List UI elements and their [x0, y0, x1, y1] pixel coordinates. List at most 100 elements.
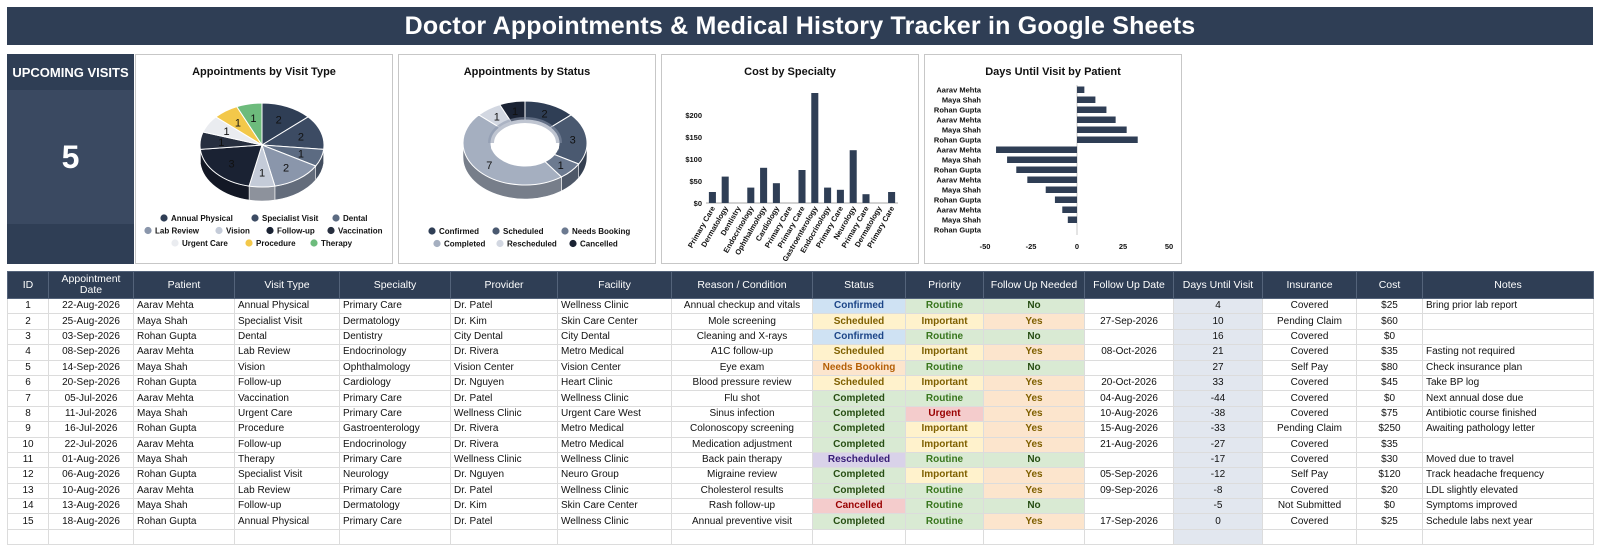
cell-patient[interactable]: Maya Shah [133, 451, 235, 469]
cell-id[interactable]: 7 [7, 390, 49, 407]
cell-follow-up-needed[interactable]: Yes [983, 513, 1085, 530]
cell-facility[interactable]: Neuro Group [557, 467, 672, 484]
cell-status[interactable]: Completed [812, 390, 906, 407]
cell-insurance[interactable]: Covered [1262, 390, 1357, 407]
cell-reason-condition[interactable]: Annual checkup and vitals [671, 297, 813, 315]
cell-status[interactable]: Scheduled [812, 313, 906, 330]
chart-visit-type[interactable]: Appointments by Visit Type 2 2 1 2 1 3 1 1 1 1 Annu… [135, 54, 393, 264]
column-header-follow-up-date[interactable]: Follow Up Date [1084, 271, 1174, 299]
cell-reason-condition[interactable]: Eye exam [671, 359, 813, 376]
cell-appointment-date[interactable]: 14-Sep-2026 [48, 359, 134, 376]
cell-status[interactable]: Completed [812, 405, 906, 423]
column-header-patient[interactable]: Patient [133, 271, 235, 299]
cell-patient[interactable]: Rohan Gupta [133, 421, 235, 438]
cell-follow-up-needed[interactable]: Yes [983, 405, 1085, 423]
cell-follow-up-needed[interactable]: Yes [983, 390, 1085, 407]
cell-notes[interactable]: Awaiting pathology letter [1422, 421, 1594, 438]
cell-provider[interactable]: Dr. Rivera [450, 436, 558, 453]
cell-visit-type[interactable]: Therapy [234, 451, 340, 469]
cell-follow-up-date[interactable]: 21-Aug-2026 [1084, 436, 1174, 453]
table-row[interactable]: 13 10-Aug-2026 Aarav Mehta Lab Review Primar… [7, 482, 1594, 500]
cell-notes[interactable] [1422, 528, 1594, 546]
cell-follow-up-date[interactable]: 09-Sep-2026 [1084, 482, 1174, 500]
cell-follow-up-needed[interactable]: Yes [983, 374, 1085, 392]
cell-insurance[interactable]: Covered [1262, 405, 1357, 423]
cell-insurance[interactable]: Covered [1262, 513, 1357, 530]
cell-specialty[interactable] [339, 528, 451, 546]
cell-facility[interactable]: Wellness Clinic [557, 390, 672, 407]
column-header-facility[interactable]: Facility [557, 271, 672, 299]
cell-cost[interactable]: $0 [1356, 498, 1423, 515]
cell-provider[interactable] [450, 528, 558, 546]
cell-follow-up-date[interactable] [1084, 451, 1174, 469]
cell-days-until-visit[interactable]: -5 [1173, 498, 1263, 515]
cell-follow-up-needed[interactable]: No [983, 498, 1085, 515]
cell-id[interactable]: 12 [7, 467, 49, 484]
cell-status[interactable]: Completed [812, 513, 906, 530]
cell-reason-condition[interactable]: Cleaning and X-rays [671, 328, 813, 346]
cell-notes[interactable]: Track headache frequency [1422, 467, 1594, 484]
cell-follow-up-date[interactable]: 17-Sep-2026 [1084, 513, 1174, 530]
cell-priority[interactable]: Routine [905, 390, 984, 407]
cell-insurance[interactable]: Covered [1262, 297, 1357, 315]
cell-id[interactable]: 3 [7, 328, 49, 346]
cell-status[interactable]: Scheduled [812, 374, 906, 392]
cell-notes[interactable]: Bring prior lab report [1422, 297, 1594, 315]
cell-notes[interactable] [1422, 436, 1594, 453]
cell-appointment-date[interactable]: 20-Sep-2026 [48, 374, 134, 392]
cell-patient[interactable]: Maya Shah [133, 498, 235, 515]
cell-facility[interactable]: Urgent Care West [557, 405, 672, 423]
cell-appointment-date[interactable]: 06-Aug-2026 [48, 467, 134, 484]
cell-provider[interactable]: Dr. Patel [450, 513, 558, 530]
cell-visit-type[interactable]: Follow-up [234, 374, 340, 392]
cell-follow-up-date[interactable]: 08-Oct-2026 [1084, 344, 1174, 361]
cell-specialty[interactable]: Cardiology [339, 374, 451, 392]
cell-specialty[interactable]: Ophthalmology [339, 359, 451, 376]
cell-days-until-visit[interactable]: -8 [1173, 482, 1263, 500]
cell-specialty[interactable]: Neurology [339, 467, 451, 484]
cell-id[interactable]: 5 [7, 359, 49, 376]
cell-appointment-date[interactable]: 01-Aug-2026 [48, 451, 134, 469]
cell-days-until-visit[interactable]: 16 [1173, 328, 1263, 346]
cell-follow-up-date[interactable] [1084, 328, 1174, 346]
table-row[interactable]: 8 11-Jul-2026 Maya Shah Urgent Care Primary … [7, 405, 1594, 423]
cell-id[interactable]: 15 [7, 513, 49, 530]
cell-patient[interactable]: Aarav Mehta [133, 482, 235, 500]
cell-follow-up-date[interactable]: 10-Aug-2026 [1084, 405, 1174, 423]
cell-status[interactable]: Scheduled [812, 344, 906, 361]
cell-visit-type[interactable]: Vaccination [234, 390, 340, 407]
cell-priority[interactable]: Routine [905, 451, 984, 469]
cell-facility[interactable]: City Dental [557, 328, 672, 346]
cell-status[interactable]: Completed [812, 482, 906, 500]
cell-specialty[interactable]: Endocrinology [339, 344, 451, 361]
cell-follow-up-date[interactable]: 20-Oct-2026 [1084, 374, 1174, 392]
cell-provider[interactable]: Dr. Patel [450, 297, 558, 315]
cell-cost[interactable]: $25 [1356, 513, 1423, 530]
cell-specialty[interactable]: Dentistry [339, 328, 451, 346]
cell-appointment-date[interactable]: 25-Aug-2026 [48, 313, 134, 330]
cell-facility[interactable]: Metro Medical [557, 344, 672, 361]
cell-follow-up-date[interactable]: 15-Aug-2026 [1084, 421, 1174, 438]
cell-specialty[interactable]: Primary Care [339, 513, 451, 530]
table-row[interactable]: 15 18-Aug-2026 Rohan Gupta Annual Physical P… [7, 513, 1594, 530]
cell-specialty[interactable]: Endocrinology [339, 436, 451, 453]
cell-follow-up-date[interactable]: 05-Sep-2026 [1084, 467, 1174, 484]
cell-cost[interactable] [1356, 528, 1423, 546]
cell-provider[interactable]: Dr. Patel [450, 482, 558, 500]
cell-patient[interactable]: Rohan Gupta [133, 328, 235, 346]
cell-specialty[interactable]: Dermatology [339, 313, 451, 330]
cell-facility[interactable]: Wellness Clinic [557, 297, 672, 315]
cell-follow-up-date[interactable] [1084, 498, 1174, 515]
cell-insurance[interactable]: Self Pay [1262, 359, 1357, 376]
cell-reason-condition[interactable]: Cholesterol results [671, 482, 813, 500]
cell-reason-condition[interactable]: Back pain therapy [671, 451, 813, 469]
cell-visit-type[interactable]: Annual Physical [234, 297, 340, 315]
cell-notes[interactable]: LDL slightly elevated [1422, 482, 1594, 500]
cell-insurance[interactable]: Covered [1262, 374, 1357, 392]
table-row[interactable]: 10 22-Jul-2026 Aarav Mehta Follow-up Endocri… [7, 436, 1594, 453]
table-row[interactable]: 2 25-Aug-2026 Maya Shah Specialist Visit Der… [7, 313, 1594, 330]
cell-reason-condition[interactable]: A1C follow-up [671, 344, 813, 361]
cell-notes[interactable]: Antibiotic course finished [1422, 405, 1594, 423]
column-header-provider[interactable]: Provider [450, 271, 558, 299]
table-row[interactable]: 4 08-Sep-2026 Aarav Mehta Lab Review Endocri… [7, 344, 1594, 361]
